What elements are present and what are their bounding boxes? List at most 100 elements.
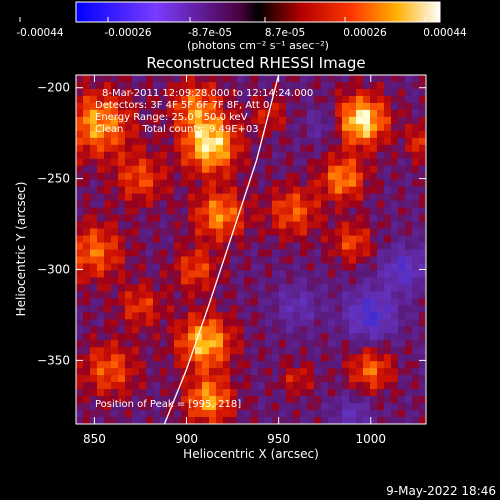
- heatmap-cell: [272, 200, 280, 208]
- heatmap-cell: [76, 389, 84, 397]
- heatmap-cell: [328, 333, 336, 341]
- heatmap-cell: [195, 200, 203, 208]
- heatmap-cell: [167, 361, 175, 369]
- heatmap-cell: [146, 179, 154, 187]
- heatmap-cell: [174, 277, 182, 285]
- heatmap-cell: [349, 214, 357, 222]
- heatmap-cell: [174, 88, 182, 97]
- heatmap-cell: [167, 389, 175, 397]
- heatmap-cell: [349, 340, 357, 348]
- heatmap-cell: [398, 207, 406, 215]
- heatmap-cell: [286, 326, 294, 334]
- heatmap-cell: [167, 214, 175, 222]
- heatmap-cell: [293, 319, 301, 327]
- heatmap-cell: [153, 130, 161, 139]
- heatmap-cell: [335, 95, 343, 104]
- heatmap-cell: [146, 207, 154, 215]
- heatmap-cell: [349, 270, 357, 278]
- heatmap-cell: [328, 403, 336, 411]
- heatmap-cell: [202, 326, 210, 334]
- heatmap-cell: [202, 165, 210, 174]
- heatmap-cell: [314, 291, 322, 299]
- heatmap-cell: [195, 375, 203, 383]
- heatmap-cell: [146, 312, 154, 320]
- heatmap-cell: [349, 179, 357, 187]
- heatmap-cell: [272, 382, 280, 390]
- heatmap-cell: [377, 179, 385, 187]
- heatmap-cell: [188, 417, 196, 424]
- heatmap-cell: [83, 165, 91, 174]
- heatmap-cell: [76, 200, 84, 208]
- heatmap-cell: [293, 81, 301, 90]
- heatmap-cell: [237, 361, 245, 369]
- heatmap-cell: [139, 312, 147, 320]
- heatmap-cell: [356, 410, 364, 418]
- heatmap-cell: [83, 326, 91, 334]
- heatmap-cell: [300, 347, 308, 355]
- heatmap-cell: [412, 368, 420, 376]
- heatmap-cell: [223, 165, 231, 174]
- heatmap-cell: [342, 130, 350, 139]
- heatmap-cell: [412, 75, 420, 83]
- heatmap-cell: [174, 382, 182, 390]
- heatmap-cell: [97, 242, 105, 250]
- heatmap-cell: [97, 326, 105, 334]
- heatmap-cell: [153, 270, 161, 278]
- heatmap-cell: [223, 200, 231, 208]
- heatmap-cell: [244, 291, 252, 299]
- heatmap-cell: [251, 305, 259, 313]
- heatmap-cell: [321, 249, 329, 257]
- heatmap-cell: [251, 361, 259, 369]
- heatmap-cell: [384, 403, 392, 411]
- heatmap-cell: [363, 263, 371, 271]
- heatmap-cell: [244, 403, 252, 411]
- heatmap-cell: [209, 75, 217, 83]
- heatmap-cell: [188, 137, 196, 146]
- heatmap-cell: [209, 200, 217, 208]
- heatmap-cell: [272, 284, 280, 292]
- heatmap-cell: [202, 382, 210, 390]
- heatmap-cell: [405, 256, 413, 264]
- heatmap-cell: [111, 396, 119, 404]
- heatmap-cell: [405, 130, 413, 139]
- heatmap-cell: [307, 75, 315, 83]
- heatmap-cell: [265, 249, 273, 257]
- y-tick-label: −300: [37, 262, 70, 276]
- heatmap-cell: [321, 298, 329, 306]
- heatmap-cell: [356, 277, 364, 285]
- heatmap-cell: [419, 305, 426, 313]
- heatmap-cell: [118, 81, 126, 90]
- heatmap-cell: [391, 375, 399, 383]
- heatmap-cell: [139, 235, 147, 243]
- heatmap-cell: [104, 221, 112, 229]
- heatmap-cell: [132, 172, 140, 180]
- heatmap-cell: [328, 326, 336, 334]
- heatmap-cell: [377, 95, 385, 104]
- heatmap-cell: [216, 305, 224, 313]
- heatmap-cell: [363, 277, 371, 285]
- heatmap-cell: [272, 221, 280, 229]
- heatmap-cell: [111, 389, 119, 397]
- heatmap-cell: [111, 375, 119, 383]
- heatmap-cell: [356, 165, 364, 174]
- heatmap-cell: [265, 382, 273, 390]
- heatmap-cell: [237, 284, 245, 292]
- heatmap-cell: [146, 95, 154, 104]
- heatmap-cell: [97, 291, 105, 299]
- heatmap-cell: [272, 137, 280, 146]
- heatmap-cell: [335, 158, 343, 167]
- heatmap-cell: [83, 123, 91, 132]
- heatmap-cell: [405, 228, 413, 236]
- heatmap-cell: [125, 179, 133, 187]
- heatmap-cell: [202, 263, 210, 271]
- heatmap-cell: [223, 389, 231, 397]
- heatmap-cell: [286, 123, 294, 132]
- heatmap-cell: [384, 340, 392, 348]
- heatmap-cell: [174, 340, 182, 348]
- heatmap-cell: [363, 361, 371, 369]
- heatmap-cell: [258, 235, 266, 243]
- heatmap-cell: [300, 193, 308, 201]
- heatmap-cell: [139, 389, 147, 397]
- heatmap-cell: [384, 137, 392, 146]
- heatmap-cell: [237, 151, 245, 160]
